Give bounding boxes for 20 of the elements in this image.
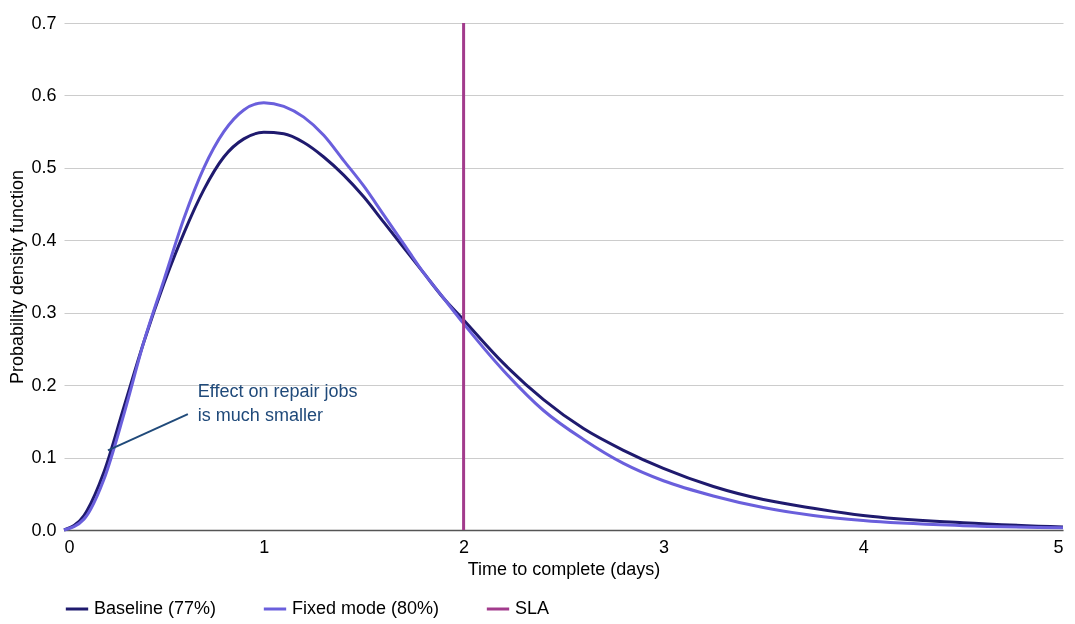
x-axis-title: Time to complete (days) — [467, 558, 661, 579]
x-tick-label: 0 — [64, 536, 75, 557]
annotation: Effect on repair jobs is much smaller — [197, 381, 358, 426]
x-tick-label: 1 — [259, 536, 270, 557]
x-tick-label: 5 — [1053, 536, 1064, 557]
x-tick-label: 4 — [858, 536, 869, 557]
y-tick-label: 0.4 — [31, 229, 57, 250]
legend-label: SLA — [515, 598, 550, 618]
legend-label: Baseline (77%) — [94, 598, 217, 618]
y-tick-label: 0.7 — [31, 12, 57, 33]
legend-label: Fixed mode (80%) — [292, 598, 440, 618]
y-tick-label: 0.6 — [31, 84, 57, 105]
y-tick-label: 0.3 — [31, 302, 57, 323]
y-tick-label: 0.1 — [31, 447, 57, 468]
x-tick-label: 2 — [459, 536, 470, 557]
y-axis-title: Probability density function — [7, 169, 28, 385]
x-tick-label: 3 — [658, 536, 669, 557]
y-tick-label: 0.5 — [31, 157, 57, 178]
y-tick-label: 0.2 — [31, 374, 57, 395]
y-tick-label: 0.0 — [31, 519, 57, 540]
